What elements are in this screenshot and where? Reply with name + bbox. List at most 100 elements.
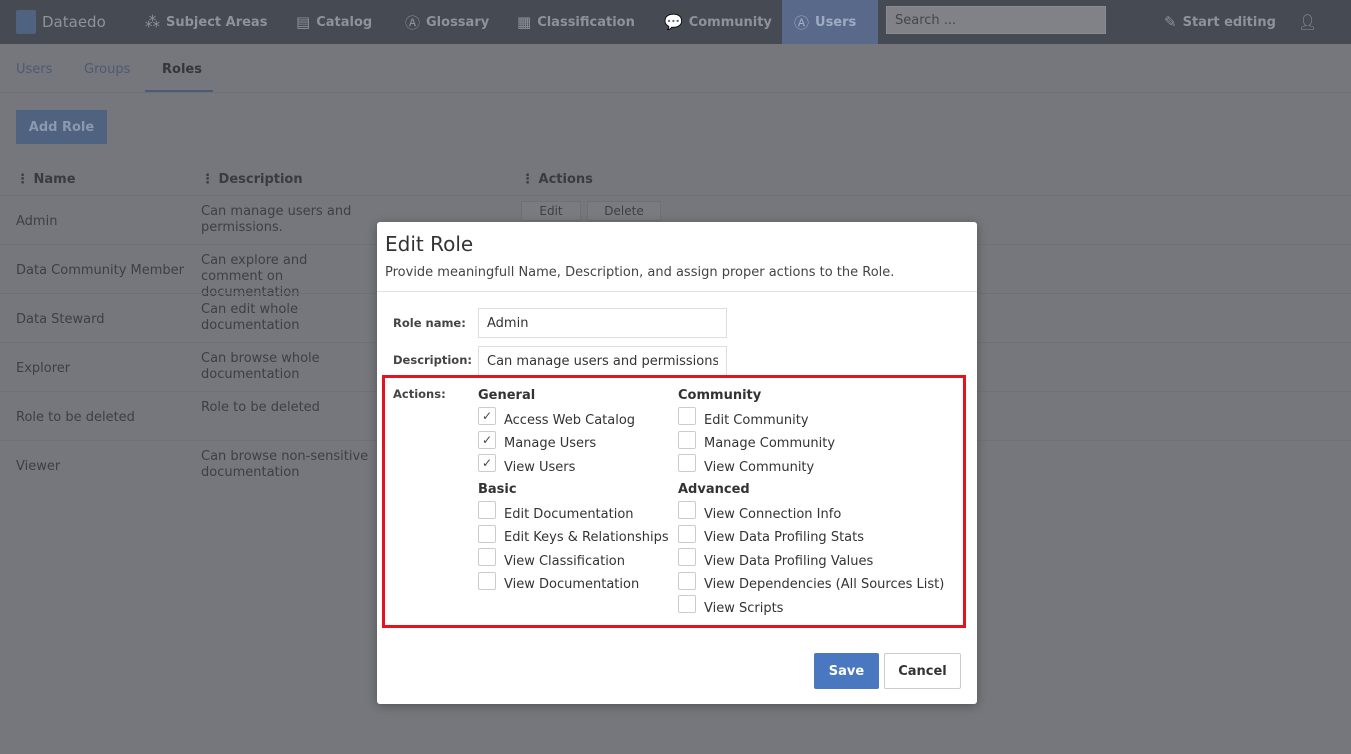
checkbox-label: View Documentation xyxy=(504,577,640,592)
subject-areas-icon: ⁂ xyxy=(145,13,160,31)
checkbox-view-dependencies-all-sources-list-[interactable]: View Dependencies (All Sources List) xyxy=(678,571,945,594)
cancel-button[interactable]: Cancel xyxy=(884,653,961,689)
checkbox-label: Edit Documentation xyxy=(504,506,634,522)
role-name-label: Role name: xyxy=(393,316,466,330)
dataedo-logo-icon xyxy=(16,10,36,34)
checkbox-label: Manage Users xyxy=(504,436,597,451)
column-header-actions[interactable]: ⋮ Actions xyxy=(521,172,593,187)
pencil-icon: ✎ xyxy=(1164,13,1177,31)
unchecked-checkbox-icon[interactable] xyxy=(478,524,496,543)
checkbox-label: Manage Community xyxy=(704,436,836,451)
group-basic-heading: Basic xyxy=(478,482,517,497)
community-icon: 💬 xyxy=(664,13,683,31)
checkbox-view-data-profiling-values[interactable]: View Data Profiling Values xyxy=(678,548,874,570)
checked-checkbox-icon[interactable]: ✓ xyxy=(478,430,496,449)
brand-logo[interactable]: Dataedo xyxy=(16,0,106,44)
active-tab-indicator xyxy=(145,90,213,92)
checkbox-manage-community[interactable]: Manage Community xyxy=(678,430,836,453)
checkbox-edit-keys-relationships[interactable]: Edit Keys & Relationships xyxy=(478,524,669,547)
description-label: Description: xyxy=(393,353,472,367)
tab-users[interactable]: Users xyxy=(16,62,53,77)
column-header-name[interactable]: ⋮ Name xyxy=(16,172,76,187)
checkbox-access-web-catalog[interactable]: ✓ Access Web Catalog xyxy=(478,407,635,429)
start-editing-button[interactable]: ✎ Start editing xyxy=(1164,0,1276,44)
unchecked-checkbox-icon[interactable] xyxy=(478,548,496,566)
checkbox-edit-documentation[interactable]: Edit Documentation xyxy=(478,501,634,523)
unchecked-checkbox-icon[interactable] xyxy=(478,501,496,519)
checkbox-view-scripts[interactable]: View Scripts xyxy=(678,595,784,617)
nav-subject-areas[interactable]: ⁂ Subject Areas xyxy=(145,0,267,44)
nav-catalog[interactable]: ▤ Catalog xyxy=(296,0,372,44)
nav-glossary[interactable]: Ⓐ Glossary xyxy=(405,0,489,44)
catalog-icon: ▤ xyxy=(296,13,311,31)
role-description: Can browse non-sensitive documentation xyxy=(201,449,369,480)
column-header-description[interactable]: ⋮ Description xyxy=(201,172,303,187)
group-advanced-heading: Advanced xyxy=(678,482,750,497)
delete-button[interactable]: Delete xyxy=(587,201,661,221)
role-name: Data Community Member xyxy=(16,263,185,278)
nav-community[interactable]: 💬 Community xyxy=(664,0,772,44)
checkbox-view-users[interactable]: ✓ View Users xyxy=(478,454,575,476)
unchecked-checkbox-icon[interactable] xyxy=(478,571,496,590)
role-description: Can browse whole documentation xyxy=(201,351,320,382)
checkbox-label: View Connection Info xyxy=(704,506,842,522)
role-description: Role to be deleted xyxy=(201,400,320,415)
checkbox-view-data-profiling-stats[interactable]: View Data Profiling Stats xyxy=(678,524,864,547)
unchecked-checkbox-icon[interactable] xyxy=(678,595,696,613)
checkbox-label: View Dependencies (All Sources List) xyxy=(704,577,945,592)
search-input[interactable] xyxy=(886,6,1106,34)
unchecked-checkbox-icon[interactable] xyxy=(678,524,696,543)
edit-role-dialog: Edit Role Provide meaningfull Name, Desc… xyxy=(377,222,977,704)
checkbox-label: View Scripts xyxy=(704,600,784,616)
tab-roles[interactable]: Roles xyxy=(162,62,202,77)
actions-label: Actions: xyxy=(393,387,446,401)
user-icon: 👤︎ xyxy=(1298,13,1318,31)
checkbox-label: View Data Profiling Stats xyxy=(704,530,864,545)
tab-groups[interactable]: Groups xyxy=(84,62,131,77)
role-name: Data Steward xyxy=(16,312,105,327)
user-menu-button[interactable]: 👤︎ xyxy=(1298,0,1317,44)
unchecked-checkbox-icon[interactable] xyxy=(678,548,696,566)
role-description: Can explore and comment on documentation xyxy=(201,253,308,300)
group-general-heading: General xyxy=(478,388,536,403)
unchecked-checkbox-icon[interactable] xyxy=(678,454,696,472)
edit-button[interactable]: Edit xyxy=(521,201,581,221)
checkbox-label: View Community xyxy=(704,459,815,475)
description-input[interactable] xyxy=(478,346,727,376)
nav-classification[interactable]: ▦ Classification xyxy=(517,0,635,44)
unchecked-checkbox-icon[interactable] xyxy=(678,430,696,449)
group-community-heading: Community xyxy=(678,388,762,403)
checked-checkbox-icon[interactable]: ✓ xyxy=(478,454,496,472)
role-name: Role to be deleted xyxy=(16,410,135,425)
start-editing-label: Start editing xyxy=(1182,14,1276,30)
nav-label: Users xyxy=(815,14,857,30)
checkbox-label: View Data Profiling Values xyxy=(704,553,874,569)
checkbox-edit-community[interactable]: Edit Community xyxy=(678,407,809,429)
dialog-subtitle: Provide meaningfull Name, Description, a… xyxy=(385,265,895,280)
unchecked-checkbox-icon[interactable] xyxy=(678,501,696,519)
checkbox-view-classification[interactable]: View Classification xyxy=(478,548,625,570)
checkbox-view-community[interactable]: View Community xyxy=(678,454,815,476)
checkbox-label: Edit Community xyxy=(704,412,809,428)
actions-highlight-box xyxy=(382,375,966,628)
role-name-input[interactable] xyxy=(478,308,727,338)
users-icon: Ⓐ xyxy=(794,13,810,32)
checkbox-label: Edit Keys & Relationships xyxy=(504,530,669,545)
add-role-button[interactable]: Add Role xyxy=(16,110,107,144)
checked-checkbox-icon[interactable]: ✓ xyxy=(478,407,496,425)
glossary-icon: Ⓐ xyxy=(405,13,421,32)
save-button[interactable]: Save xyxy=(814,653,879,689)
tabs-divider xyxy=(0,92,1351,93)
nav-label: Subject Areas xyxy=(166,14,268,30)
nav-users[interactable]: Ⓐ Users xyxy=(782,0,878,44)
checkbox-manage-users[interactable]: ✓ Manage Users xyxy=(478,430,597,453)
role-name: Admin xyxy=(16,214,58,229)
unchecked-checkbox-icon[interactable] xyxy=(678,407,696,425)
checkbox-view-documentation[interactable]: View Documentation xyxy=(478,571,640,594)
classification-icon: ▦ xyxy=(517,13,532,31)
table-row: Admin Can manage users and permissions. E… xyxy=(0,195,1351,244)
checkbox-view-connection-info[interactable]: View Connection Info xyxy=(678,501,842,523)
unchecked-checkbox-icon[interactable] xyxy=(678,571,696,590)
nav-label: Catalog xyxy=(316,14,373,30)
role-name: Explorer xyxy=(16,361,71,376)
